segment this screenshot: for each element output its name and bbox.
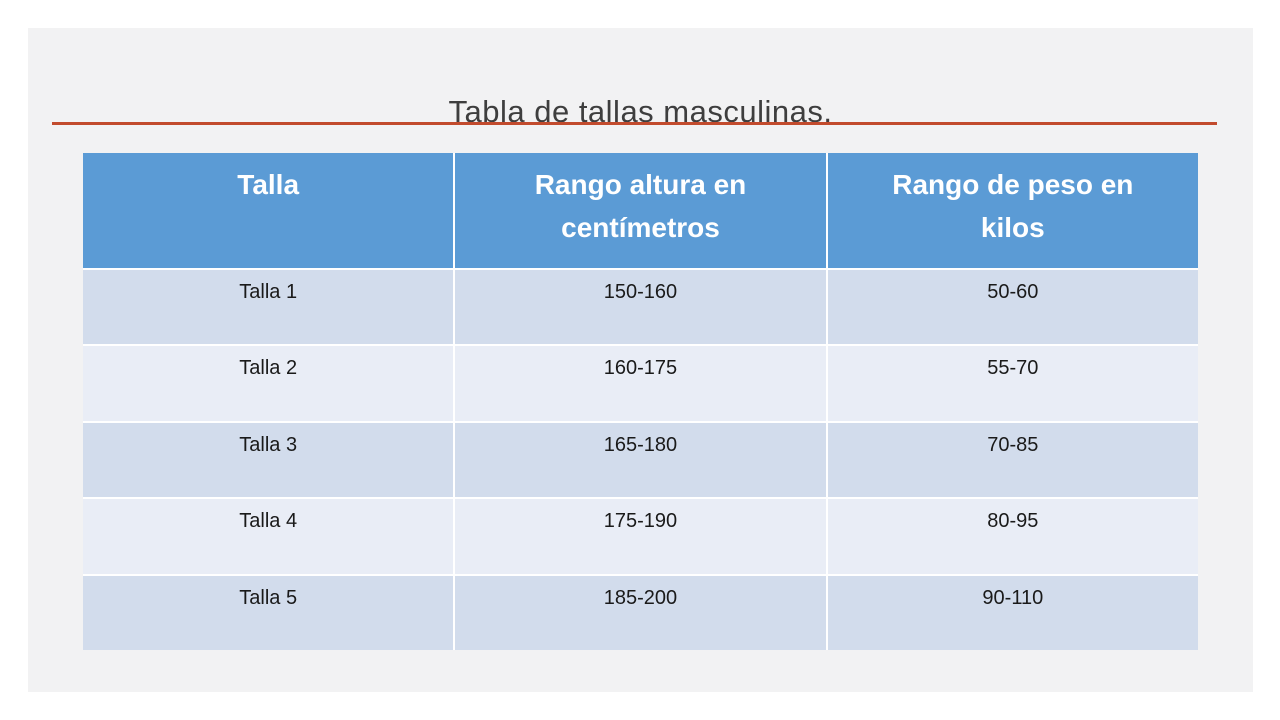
table-cell: 90-110 bbox=[827, 575, 1198, 650]
table-cell: 150-160 bbox=[455, 270, 826, 345]
table-cell: 165-180 bbox=[455, 422, 826, 498]
table-cell: Talla 1 bbox=[83, 270, 454, 345]
table-cell: Talla 3 bbox=[83, 422, 454, 498]
table-cell: 175-190 bbox=[455, 499, 826, 574]
header-cell-peso: Rango de peso en kilos bbox=[827, 153, 1198, 268]
table-cell: Talla 2 bbox=[83, 346, 454, 421]
table-cell: Talla 4 bbox=[83, 499, 454, 574]
slide: Tabla de tallas masculinas. Talla Rango … bbox=[28, 28, 1253, 692]
table-cell: 55-70 bbox=[827, 346, 1198, 421]
table-cell: Talla 5 bbox=[83, 575, 454, 650]
table-cell: 50-60 bbox=[827, 270, 1198, 345]
table-cell: 160-175 bbox=[455, 346, 826, 421]
sizes-table: Talla Rango altura en centímetros Rango … bbox=[83, 153, 1198, 650]
table-cell: 80-95 bbox=[827, 499, 1198, 574]
header-cell-talla: Talla bbox=[83, 153, 454, 268]
title-underline bbox=[52, 122, 1217, 125]
table-cell: 70-85 bbox=[827, 422, 1198, 498]
table-cell: 185-200 bbox=[455, 575, 826, 650]
header-cell-altura: Rango altura en centímetros bbox=[455, 153, 826, 268]
